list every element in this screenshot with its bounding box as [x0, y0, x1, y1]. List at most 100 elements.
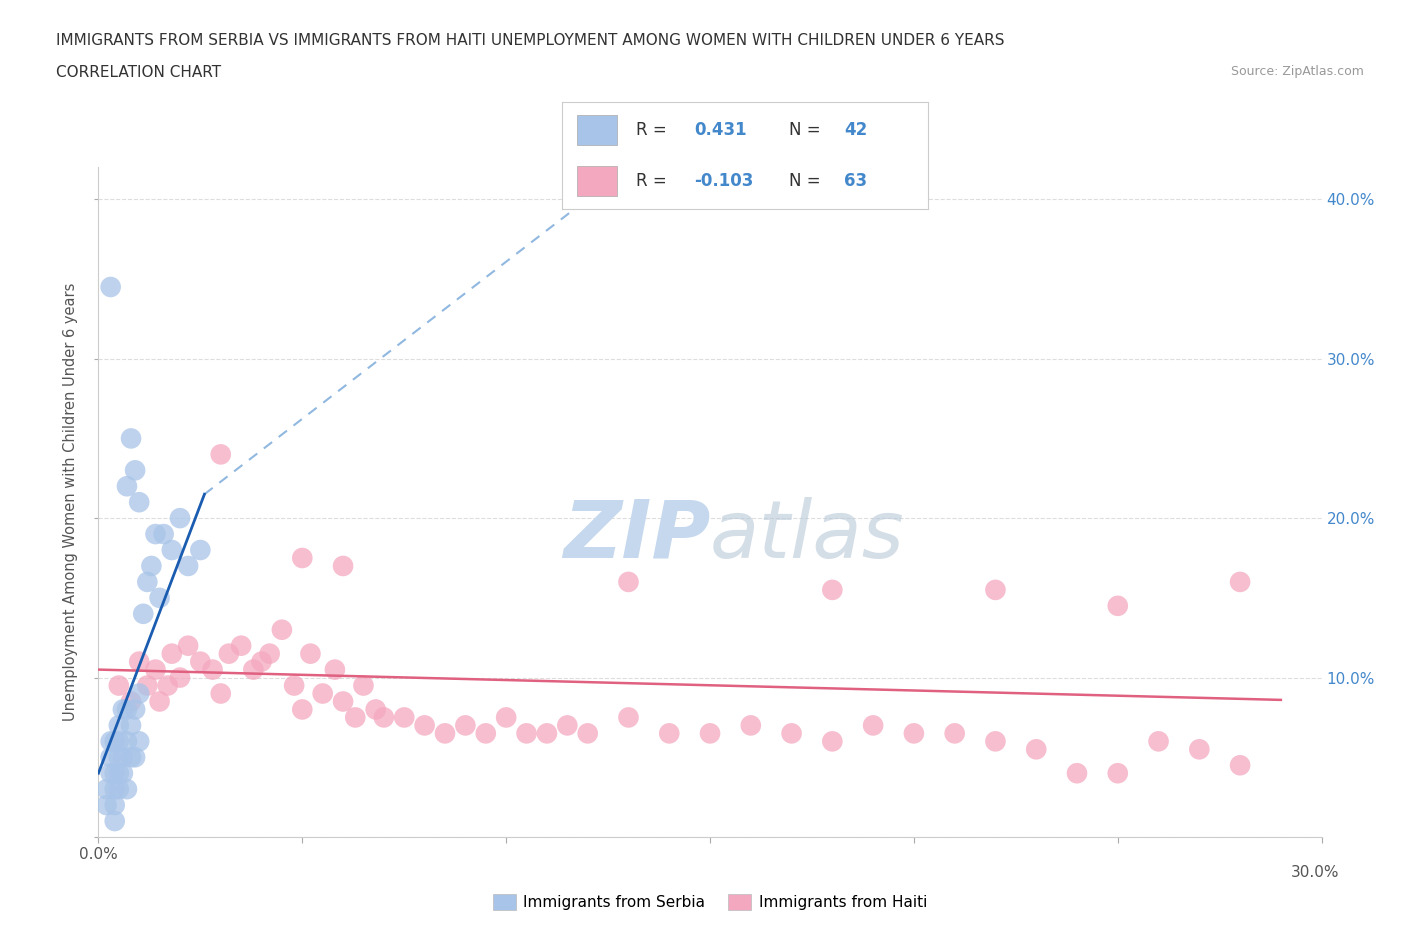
Point: [209, 686, 232, 701]
Point: [270, 622, 294, 637]
Text: 30.0%: 30.0%: [1291, 865, 1339, 880]
Point: [124, 463, 146, 478]
Point: [104, 782, 127, 797]
Point: [104, 734, 127, 749]
Text: ZIP: ZIP: [562, 497, 710, 575]
Point: [169, 671, 191, 685]
Point: [128, 734, 150, 749]
Y-axis label: Unemployment Among Women with Children Under 6 years: Unemployment Among Women with Children U…: [63, 283, 79, 722]
Point: [104, 765, 127, 780]
Point: [312, 686, 335, 701]
Point: [100, 280, 122, 295]
Legend: Immigrants from Serbia, Immigrants from Haiti: Immigrants from Serbia, Immigrants from …: [486, 888, 934, 916]
Point: [1147, 734, 1170, 749]
Point: [141, 559, 163, 574]
Point: [821, 734, 844, 749]
Point: [108, 765, 131, 780]
Point: [120, 694, 142, 709]
Point: [108, 750, 131, 764]
Point: [259, 646, 281, 661]
Point: [413, 718, 436, 733]
Point: [242, 662, 264, 677]
Point: [943, 726, 966, 741]
Point: [115, 782, 138, 797]
Point: [1066, 765, 1088, 780]
Point: [128, 686, 150, 701]
Point: [111, 750, 134, 764]
Point: [120, 718, 142, 733]
Point: [120, 431, 142, 445]
Point: [108, 734, 131, 749]
Point: [617, 575, 640, 590]
Point: [780, 726, 803, 741]
Point: [658, 726, 681, 741]
Point: [1107, 598, 1129, 613]
Point: [392, 710, 416, 724]
Point: [145, 526, 167, 541]
Point: [1188, 742, 1211, 757]
Point: [100, 750, 122, 764]
Point: [108, 678, 131, 693]
Text: atlas: atlas: [710, 497, 905, 575]
Point: [145, 662, 167, 677]
Point: [201, 662, 224, 677]
Text: -0.103: -0.103: [695, 172, 754, 191]
Point: [291, 551, 314, 565]
Point: [283, 678, 305, 693]
Point: [495, 710, 517, 724]
Point: [120, 750, 142, 764]
Text: N =: N =: [789, 121, 825, 140]
Point: [149, 591, 172, 605]
Point: [104, 814, 127, 829]
Point: [218, 646, 240, 661]
Point: [323, 662, 346, 677]
Point: [821, 582, 844, 597]
Point: [536, 726, 558, 741]
Point: [1025, 742, 1047, 757]
Point: [332, 694, 354, 709]
Point: [136, 575, 159, 590]
Point: [1229, 575, 1251, 590]
Point: [209, 447, 232, 462]
Point: [862, 718, 884, 733]
Point: [156, 678, 179, 693]
Point: [903, 726, 925, 741]
Point: [299, 646, 322, 661]
FancyBboxPatch shape: [576, 115, 617, 145]
Point: [344, 710, 367, 724]
Point: [111, 765, 134, 780]
Point: [100, 765, 122, 780]
Point: [160, 542, 183, 557]
Point: [128, 495, 150, 510]
Point: [177, 559, 200, 574]
Point: [474, 726, 498, 741]
Point: [231, 638, 253, 653]
Point: [160, 646, 183, 661]
Point: [115, 479, 138, 494]
Text: 63: 63: [844, 172, 868, 191]
Point: [188, 654, 212, 669]
Point: [132, 606, 155, 621]
Point: [1107, 765, 1129, 780]
Point: [434, 726, 457, 741]
Point: [96, 798, 118, 813]
Point: [136, 678, 159, 693]
Text: 42: 42: [844, 121, 868, 140]
Point: [149, 694, 172, 709]
Point: [576, 726, 599, 741]
Point: [115, 734, 138, 749]
Point: [617, 710, 640, 724]
Point: [100, 734, 122, 749]
Point: [128, 654, 150, 669]
Point: [352, 678, 374, 693]
Point: [1229, 758, 1251, 773]
Point: [169, 511, 191, 525]
Point: [104, 798, 127, 813]
Text: 0.431: 0.431: [695, 121, 747, 140]
Point: [454, 718, 477, 733]
Point: [152, 526, 174, 541]
Point: [124, 750, 146, 764]
Point: [111, 702, 134, 717]
Text: R =: R =: [636, 121, 672, 140]
Point: [250, 654, 273, 669]
